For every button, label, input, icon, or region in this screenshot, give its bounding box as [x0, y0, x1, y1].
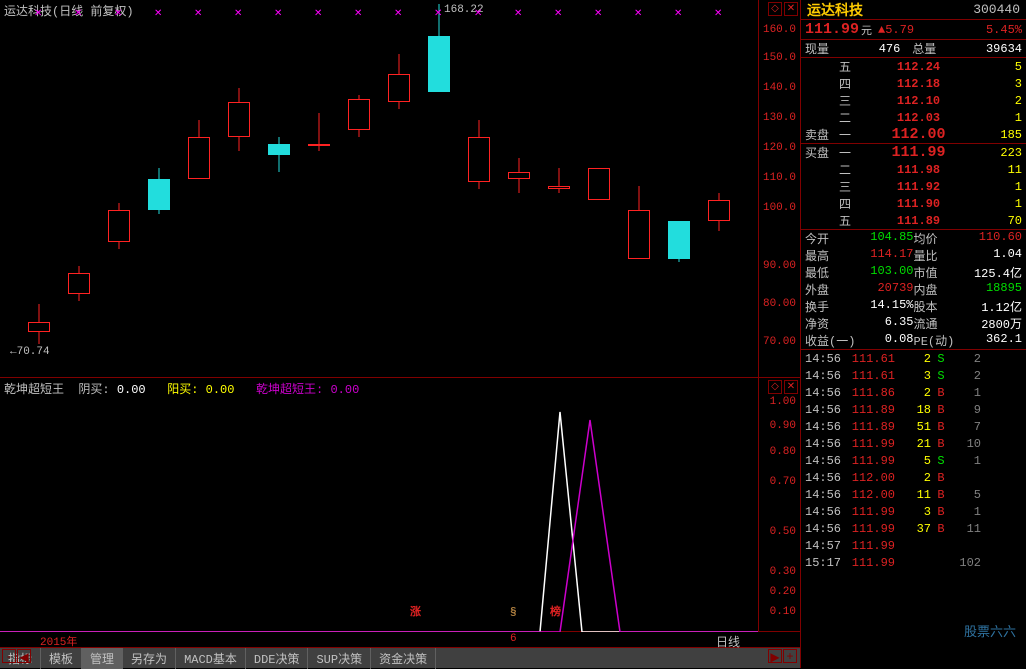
candle[interactable]: [428, 0, 450, 360]
tick-row: 14:56111.8918B9: [801, 401, 1026, 418]
tot-vol-lbl: 总量: [912, 40, 936, 57]
tab-6[interactable]: SUP决策: [308, 648, 371, 669]
cur-vol-val: 476: [879, 42, 901, 56]
indicator-axis: 1.000.900.800.700.500.300.200.10: [758, 378, 800, 631]
tab-5[interactable]: DDE决策: [246, 648, 309, 669]
price-axis: 160.0150.0140.0130.0120.0110.0100.090.00…: [758, 0, 800, 377]
candle[interactable]: [708, 0, 730, 360]
indicator-panel[interactable]: 乾坤超短王 阴买: 0.00 阳买: 0.00 乾坤超短王: 0.00 ◇ ✕ …: [0, 378, 800, 632]
candle[interactable]: [308, 0, 330, 360]
scroll-right-btn[interactable]: ▶: [768, 649, 782, 663]
candle[interactable]: [108, 0, 130, 360]
price-pct: 5.45%: [986, 23, 1022, 37]
scroll-right2-btn[interactable]: +: [783, 649, 797, 663]
indicator-lines: [0, 394, 758, 632]
candle[interactable]: [668, 0, 690, 360]
ask-depth: 五112.245四112.183三112.102二112.031卖盘一112.0…: [801, 58, 1026, 144]
tab-3[interactable]: 另存为: [123, 648, 176, 669]
scroll-left-btn[interactable]: -: [2, 649, 16, 663]
candlestick-chart[interactable]: 运达科技(日线 前复权) ◇ ✕ 160.0150.0140.0130.0120…: [0, 0, 800, 378]
candle[interactable]: [268, 0, 290, 360]
tick-row: 14:56112.002B: [801, 469, 1026, 486]
cur-vol-lbl: 现量: [805, 40, 829, 57]
candle[interactable]: [548, 0, 570, 360]
stock-code: 300440: [973, 2, 1020, 17]
tick-row: 14:56111.612S2: [801, 350, 1026, 367]
price-unit: 元: [861, 22, 872, 38]
candle[interactable]: [588, 0, 610, 360]
time-axis: 2015年6 日线 - ◀ ▶ +: [0, 632, 800, 648]
tick-row: 14:56111.993B1: [801, 503, 1026, 520]
candle[interactable]: [228, 0, 250, 360]
candle[interactable]: [468, 0, 490, 360]
tick-row: 14:56111.8951B7: [801, 418, 1026, 435]
price-change: ▲5.79: [878, 23, 914, 37]
tick-row: 14:56111.862B1: [801, 384, 1026, 401]
candle[interactable]: [628, 0, 650, 360]
tick-row: 14:56111.9937B11: [801, 520, 1026, 537]
tab-7[interactable]: 资金决策: [371, 648, 436, 669]
quote-panel: 运达科技 300440 111.99 元 ▲5.79 5.45% 现量 476 …: [800, 0, 1026, 668]
bottom-tabs: 指标模板管理另存为MACD基本DDE决策SUP决策资金决策: [0, 648, 800, 668]
candle[interactable]: [348, 0, 370, 360]
bid-depth: 买盘一111.99223二111.9811三111.921四111.901五11…: [801, 144, 1026, 230]
tot-vol-val: 39634: [986, 42, 1022, 56]
tick-row: 14:56111.9921B10: [801, 435, 1026, 452]
stats-grid: 今开104.85均价110.60最高114.17量比1.04最低103.00市值…: [801, 230, 1026, 350]
tick-row: 14:57111.99: [801, 537, 1026, 554]
period-label: 日线: [716, 633, 740, 650]
tick-row: 15:17111.99102: [801, 554, 1026, 571]
last-price: 111.99: [805, 21, 859, 38]
candle[interactable]: [68, 0, 90, 360]
stock-name: 运达科技: [807, 0, 863, 20]
candle[interactable]: [188, 0, 210, 360]
candle[interactable]: [148, 0, 170, 360]
candle[interactable]: [28, 0, 50, 360]
tick-row: 14:56111.613S2: [801, 367, 1026, 384]
tick-row: 14:56112.0011B5: [801, 486, 1026, 503]
candle[interactable]: [508, 0, 530, 360]
scroll-left2-btn[interactable]: ◀: [17, 649, 31, 663]
candle[interactable]: [388, 0, 410, 360]
tick-row: 14:56111.995S1: [801, 452, 1026, 469]
tab-2[interactable]: 管理: [82, 648, 123, 669]
tab-1[interactable]: 模板: [41, 648, 82, 669]
watermark: 股票六六: [964, 621, 1016, 640]
tab-4[interactable]: MACD基本: [176, 648, 246, 669]
